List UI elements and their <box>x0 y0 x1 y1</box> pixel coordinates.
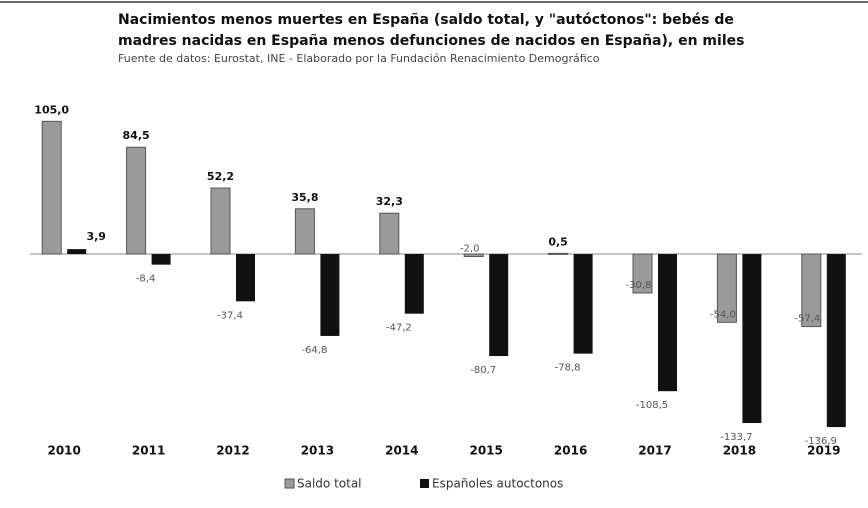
value-label: -30,8 <box>626 280 652 291</box>
bar <box>126 146 147 255</box>
legend-label: Saldo total <box>297 477 362 491</box>
value-label: -37,4 <box>217 310 243 321</box>
bar <box>548 252 569 255</box>
bar <box>826 254 846 428</box>
value-label: 52,2 <box>207 170 234 183</box>
chart-title: Nacimientos menos muertes en España (sal… <box>118 12 734 28</box>
bar <box>801 253 822 328</box>
bar <box>151 254 171 265</box>
bar <box>294 208 315 255</box>
x-tick-label: 2010 <box>47 444 80 458</box>
bar <box>489 254 509 357</box>
x-tick-label: 2013 <box>301 444 334 458</box>
value-label: 32,3 <box>376 195 403 208</box>
legend-label: Españoles autoctonos <box>432 477 563 491</box>
bar <box>236 254 255 302</box>
legend-swatch <box>420 479 429 488</box>
value-label: 3,9 <box>86 230 106 243</box>
bar <box>404 254 424 314</box>
value-label: -8,4 <box>136 274 156 285</box>
bar <box>463 253 484 258</box>
value-label: 84,5 <box>123 129 150 142</box>
bar <box>210 187 231 255</box>
bar <box>320 254 340 336</box>
bar <box>41 120 62 255</box>
value-label: 105,0 <box>34 103 69 116</box>
x-tick-label: 2017 <box>638 444 671 458</box>
value-label: -57,4 <box>794 314 820 325</box>
chart-title: madres nacidas en España menos defuncion… <box>118 33 744 49</box>
x-tick-label: 2015 <box>469 444 502 458</box>
value-label: -108,5 <box>636 400 668 411</box>
x-tick-label: 2014 <box>385 444 418 458</box>
x-tick-label: 2016 <box>554 444 587 458</box>
bar <box>379 212 400 255</box>
value-label: -80,7 <box>470 365 496 376</box>
chart-subtitle: Fuente de datos: Eurostat, INE - Elabora… <box>118 52 600 65</box>
x-tick-label: 2018 <box>723 444 756 458</box>
legend-swatch <box>284 478 295 489</box>
value-label: -136,9 <box>805 436 837 447</box>
bar <box>67 249 87 255</box>
value-label: -64,8 <box>301 345 327 356</box>
value-label: -47,2 <box>386 323 412 334</box>
bar <box>573 254 593 354</box>
value-label: 35,8 <box>291 191 318 204</box>
bar <box>632 253 653 294</box>
x-tick-label: 2012 <box>216 444 249 458</box>
bar <box>658 254 677 392</box>
bar <box>742 254 762 424</box>
value-label: -133,7 <box>720 432 752 443</box>
x-tick-label: 2019 <box>807 444 840 458</box>
value-label: -54,0 <box>710 309 736 320</box>
value-label: 0,5 <box>548 235 568 248</box>
x-tick-label: 2011 <box>132 444 165 458</box>
value-label: -78,8 <box>555 363 581 374</box>
value-label: -2,0 <box>460 244 480 255</box>
bar <box>716 253 737 323</box>
